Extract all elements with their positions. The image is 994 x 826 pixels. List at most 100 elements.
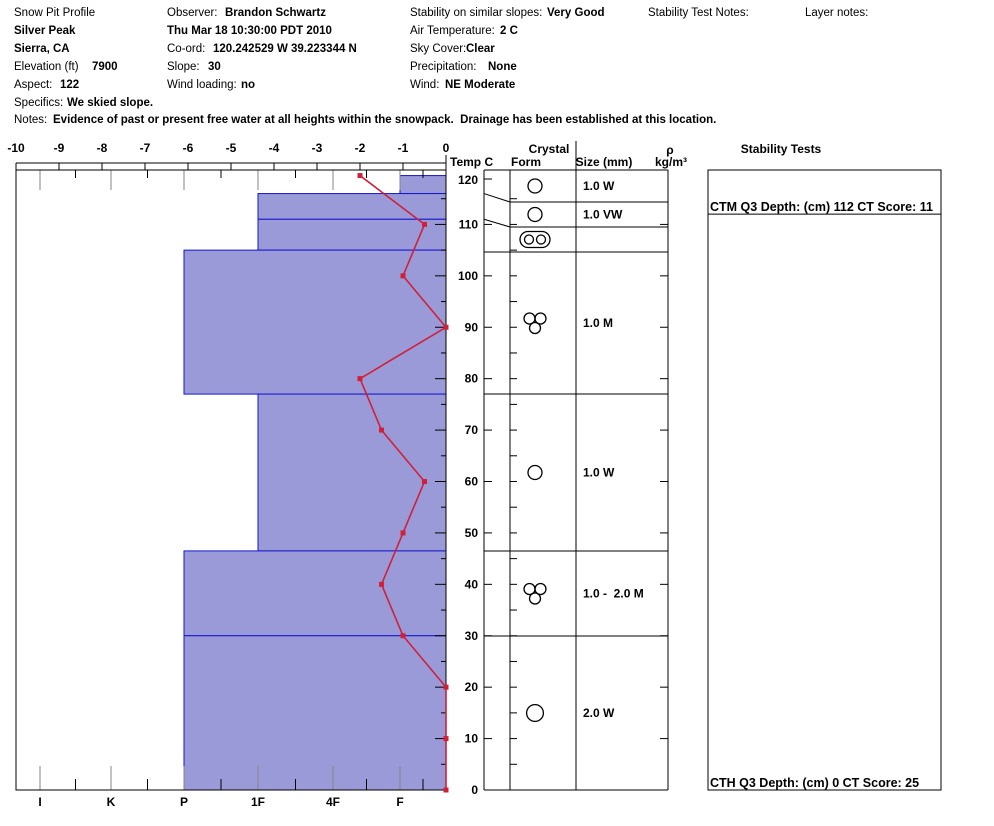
hardness-label: P	[180, 795, 188, 809]
temperature-point	[379, 427, 384, 433]
specifics-label: Specifics:	[14, 97, 64, 109]
temp-tick-label: -3	[312, 141, 323, 155]
layer-bar-1	[399, 175, 447, 195]
air-temp-label: Air Temperature:	[410, 25, 495, 37]
depth-tick-label: 70	[465, 423, 479, 437]
crystal-rounds-icon	[527, 178, 543, 194]
sky-cover-value: Clear	[466, 43, 495, 55]
temperature-point	[357, 376, 363, 382]
temperature-point	[379, 581, 384, 587]
depth-tick-label: 110	[459, 217, 479, 231]
temperature-point	[443, 787, 449, 793]
coord-label: Co-ord:	[167, 43, 206, 55]
hardness-label: 1F	[251, 795, 265, 809]
temperature-point	[422, 479, 427, 484]
depth-tick-label: 50	[465, 526, 479, 540]
crystal-crust-icon	[535, 234, 547, 245]
stability-tests-header: Stability Tests	[741, 142, 822, 156]
layer-notes-label: Layer notes:	[805, 7, 869, 19]
crystal-cluster-icon	[528, 592, 542, 605]
crystal-size-label: 1.0 - 2.0 M	[583, 587, 644, 601]
depth-tick-label: 120	[458, 173, 478, 187]
crystal-rounds-icon	[527, 464, 543, 481]
depth-tick-label: 100	[458, 269, 478, 283]
layer-bar-4	[183, 249, 447, 395]
wind-label: Wind:	[410, 79, 440, 91]
region-name: Sierra, CA	[14, 43, 70, 55]
slope-label: Slope:	[167, 61, 200, 73]
precip-label: Precipitation:	[410, 61, 477, 73]
temp-tick-label: -2	[355, 141, 366, 155]
density-unit-header: kg/m³	[655, 155, 687, 169]
temp-axis-title: Temp C	[450, 155, 493, 169]
hardness-label: I	[38, 795, 41, 809]
depth-tick-label: 10	[465, 732, 479, 746]
temperature-point	[443, 736, 449, 742]
notes-value: Evidence of past or present free water a…	[53, 114, 717, 126]
elevation-value: 7900	[92, 61, 118, 73]
depth-tick-label: 60	[465, 475, 479, 489]
form-header: Form	[511, 155, 541, 169]
report-title: Snow Pit Profile	[14, 7, 96, 19]
layer-bar-6	[183, 550, 447, 637]
crystal-rounds-icon	[527, 206, 543, 223]
depth-tick-label: 40	[465, 577, 479, 591]
hardness-label: F	[396, 795, 403, 809]
crystal-size-label: 2.0 W	[583, 706, 615, 720]
temp-tick-label: -4	[269, 141, 280, 155]
stability-test-notes-label: Stability Test Notes:	[648, 7, 749, 19]
observer-value: Brandon Schwartz	[225, 7, 326, 19]
depth-tick-label: 80	[465, 372, 479, 386]
temp-tick-label: -8	[97, 141, 108, 155]
aspect-value: 122	[60, 79, 80, 91]
depth-tick-label: 20	[465, 680, 479, 694]
site-name: Silver Peak	[14, 25, 76, 37]
air-temp-value: 2 C	[500, 25, 518, 37]
density-header: ρ	[666, 143, 673, 157]
layer-bar-2	[257, 193, 447, 220]
temperature-point	[443, 324, 449, 330]
crystal-cluster-icon	[534, 312, 547, 325]
temp-tick-label: -1	[398, 141, 409, 155]
crystal-crust-icon	[523, 234, 535, 245]
wind-loading-value: no	[241, 79, 256, 91]
temp-tick-label: -10	[7, 141, 25, 155]
hardness-label: 4F	[326, 795, 340, 809]
temp-tick-label: -5	[226, 141, 237, 155]
temp-tick-label: -7	[140, 141, 151, 155]
temperature-point	[443, 684, 449, 690]
depth-tick-label: 0	[471, 783, 478, 797]
crystal-size-label: 1.0 VW	[583, 208, 623, 222]
crystal-rounds-icon	[525, 703, 545, 723]
temperature-point	[422, 221, 427, 227]
temperature-point	[357, 173, 363, 179]
crystal-cluster-icon	[528, 321, 542, 335]
crystal-size-label: 1.0 W	[583, 466, 615, 480]
stability-tests-box	[707, 169, 942, 791]
wind-value: NE Moderate	[445, 79, 516, 91]
datetime-value: Thu Mar 18 10:30:00 PDT 2010	[167, 25, 332, 37]
temperature-point	[400, 633, 406, 639]
layer-bar-3	[257, 218, 447, 251]
layer-bar-7	[183, 635, 447, 791]
stability-slopes-value: Very Good	[547, 7, 605, 19]
crystal-size-label: 1.0 M	[583, 316, 613, 330]
notes-label: Notes:	[14, 114, 48, 126]
stability-test-label: CTH Q3 Depth: (cm) 0 CT Score: 25	[710, 776, 919, 790]
temp-tick-label: -6	[183, 141, 194, 155]
temp-tick-label: 0	[443, 141, 450, 155]
wind-loading-label: Wind loading:	[167, 79, 237, 91]
hardness-label: K	[107, 795, 116, 809]
aspect-label: Aspect:	[14, 79, 53, 91]
depth-tick-label: 30	[465, 629, 479, 643]
temp-tick-label: -9	[54, 141, 65, 155]
layer-bar-5	[257, 393, 447, 552]
row-connector-line	[483, 193, 511, 203]
temperature-point	[400, 530, 406, 536]
depth-tick-label: 90	[465, 320, 479, 334]
specifics-value: We skied slope.	[67, 97, 154, 109]
size-header: Size (mm)	[576, 155, 633, 169]
stability-test-label: CTM Q3 Depth: (cm) 112 CT Score: 11	[710, 200, 933, 214]
